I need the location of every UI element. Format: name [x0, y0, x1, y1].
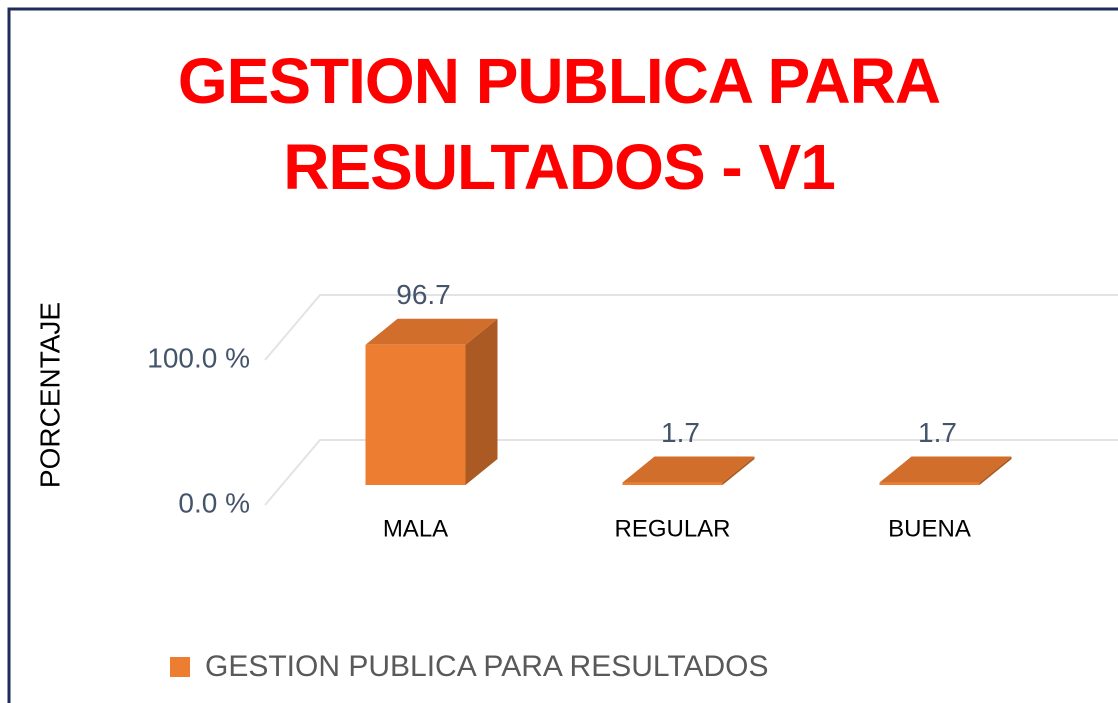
bar-front: [365, 344, 466, 485]
bar-front: [879, 482, 980, 485]
y-tick-label: 100.0 %: [147, 342, 250, 373]
bar-front: [622, 482, 723, 485]
legend-swatch: [170, 657, 190, 677]
bar-side: [722, 456, 755, 485]
bar: [365, 318, 498, 485]
data-label: 1.7: [918, 417, 957, 448]
data-label: 96.7: [396, 279, 451, 310]
y-axis-title: PORCENTAJE: [34, 302, 65, 488]
bar-side: [465, 318, 498, 485]
grid-line: [264, 294, 1118, 361]
bar-top: [622, 456, 755, 483]
legend-label: GESTION PUBLICA PARA RESULTADOS: [205, 650, 768, 683]
chart-title: GESTION PUBLICA PARA RESULTADOS - V1: [177, 45, 941, 203]
y-tick-label: 0.0 %: [178, 487, 250, 518]
x-tick-label: MALA: [383, 515, 448, 542]
bar: [622, 456, 755, 485]
frame: [7, 7, 1118, 703]
grid-line: [264, 439, 1118, 506]
x-tick-label: REGULAR: [614, 515, 730, 542]
data-label: 1.7: [661, 417, 700, 448]
bar: [879, 456, 1012, 485]
bar-top: [365, 318, 498, 345]
bar-side: [979, 456, 1012, 485]
x-tick-label: BUENA: [888, 515, 971, 542]
bar-top: [879, 456, 1012, 483]
